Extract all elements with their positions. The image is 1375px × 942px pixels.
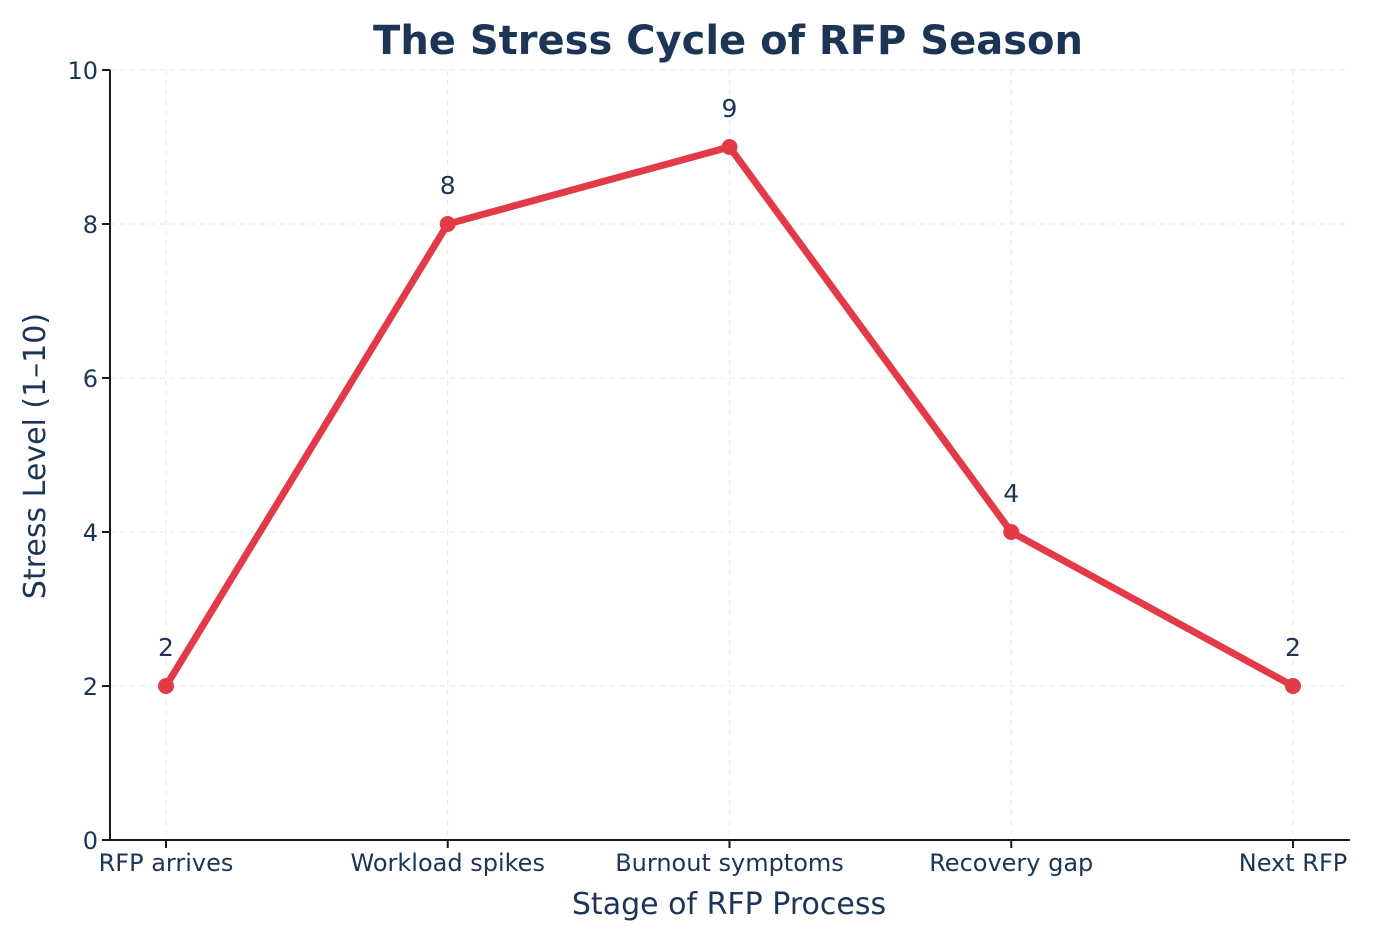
data-point-0 <box>158 678 174 694</box>
y-tick-label-5: 10 <box>67 57 98 85</box>
data-point-4 <box>1285 678 1301 694</box>
x-axis-label: Stage of RFP Process <box>572 887 886 922</box>
data-label-0: 2 <box>158 633 174 662</box>
data-labels: 2 8 9 4 2 <box>158 94 1301 662</box>
data-point-2 <box>721 139 738 155</box>
chart-title: The Stress Cycle of RFP Season <box>373 18 1083 64</box>
y-tick-label-3: 6 <box>83 365 98 393</box>
x-tick-label-3: Recovery gap <box>929 849 1093 877</box>
x-tick-label-1: Workload spikes <box>351 849 545 877</box>
data-label-4: 2 <box>1285 633 1301 662</box>
x-tick-label-2: Burnout symptoms <box>615 849 844 877</box>
x-tick-label-0: RFP arrives <box>99 849 234 877</box>
y-tick-label-1: 2 <box>83 673 98 701</box>
data-label-3: 4 <box>1003 479 1019 508</box>
y-tick-label-2: 4 <box>83 519 98 547</box>
data-label-2: 9 <box>722 94 738 123</box>
data-label-1: 8 <box>440 171 456 200</box>
y-tick-label-0: 0 <box>83 827 98 855</box>
data-point-1 <box>439 216 456 232</box>
y-tick-label-4: 8 <box>83 211 98 239</box>
data-point-3 <box>1003 524 1020 540</box>
grid-lines <box>110 69 1350 840</box>
y-axis-label: Stress Level (1–10) <box>18 313 53 599</box>
series-line <box>162 143 1297 690</box>
x-tick-label-4: Next RFP <box>1239 849 1348 877</box>
series-stress-level <box>158 139 1301 694</box>
ticks: 0 2 4 6 8 10 RFP arrives Workload spikes Burnout… <box>67 57 1347 877</box>
